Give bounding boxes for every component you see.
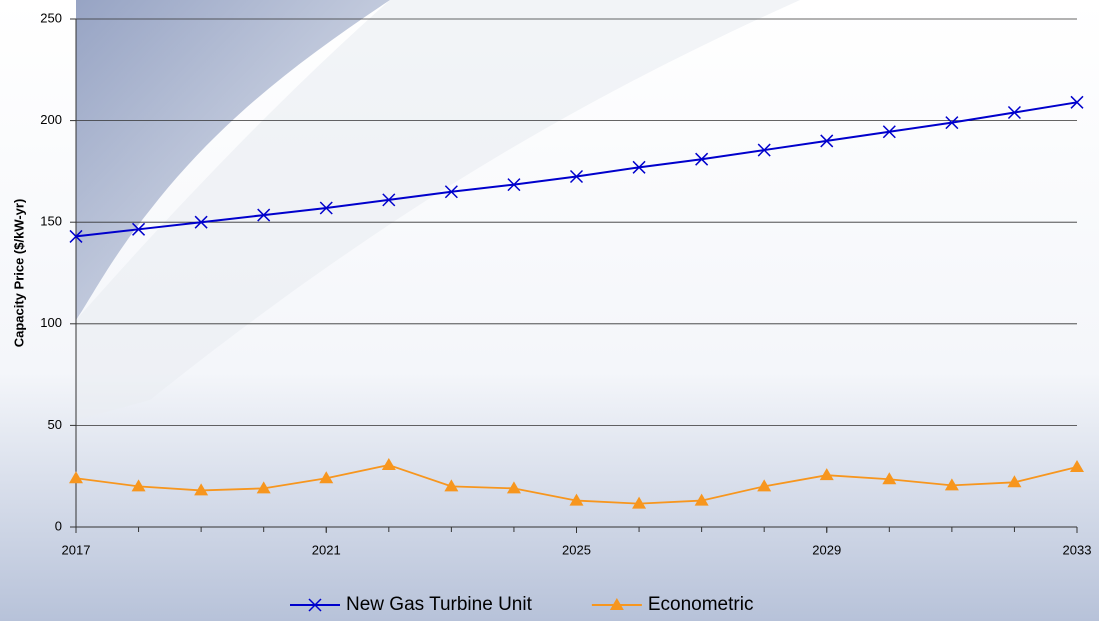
y-axis-label: Capacity Price ($/kW-yr)	[11, 199, 26, 348]
marker	[507, 178, 521, 192]
x-tick-label: 2017	[62, 542, 91, 557]
x-tick-label: 2033	[1063, 542, 1092, 557]
marker	[132, 222, 146, 236]
marker	[694, 493, 709, 506]
marker	[1007, 475, 1022, 488]
marker	[632, 496, 647, 509]
marker	[381, 458, 396, 471]
y-tick-label: 50	[48, 417, 62, 432]
marker	[444, 185, 458, 199]
legend-label: New Gas Turbine Unit	[346, 594, 533, 615]
marker	[820, 134, 834, 148]
marker	[945, 116, 959, 130]
marker	[194, 215, 208, 229]
y-tick-label: 100	[40, 315, 62, 330]
swoosh	[76, 0, 390, 320]
marker	[131, 479, 146, 492]
marker	[256, 481, 271, 494]
marker	[1007, 105, 1021, 120]
x-tick-label: 2029	[812, 542, 841, 557]
marker	[506, 481, 521, 494]
y-tick-label: 0	[55, 518, 62, 533]
marker	[382, 193, 396, 207]
marker	[944, 478, 959, 491]
marker	[569, 169, 584, 184]
marker	[194, 483, 209, 496]
marker	[632, 160, 646, 174]
y-tick-label: 200	[40, 112, 62, 127]
x-tick-label: 2021	[312, 542, 341, 557]
y-tick-label: 150	[40, 214, 62, 229]
marker	[257, 208, 271, 222]
x-tick-label: 2025	[562, 542, 591, 557]
marker	[444, 479, 459, 492]
marker	[609, 598, 624, 610]
marker	[308, 598, 322, 612]
marker	[757, 479, 772, 492]
marker	[757, 143, 771, 157]
marker	[569, 493, 584, 506]
marker	[1070, 95, 1084, 109]
marker	[319, 201, 333, 215]
marker	[1070, 460, 1084, 473]
marker	[882, 472, 897, 485]
marker	[69, 471, 83, 484]
marker	[69, 229, 83, 243]
marker	[819, 468, 834, 481]
marker	[695, 152, 709, 166]
marker	[319, 471, 334, 484]
swoosh-light	[76, 0, 800, 420]
legend-label: Econometric	[648, 594, 754, 615]
y-tick-label: 250	[40, 10, 62, 25]
marker	[882, 125, 896, 139]
